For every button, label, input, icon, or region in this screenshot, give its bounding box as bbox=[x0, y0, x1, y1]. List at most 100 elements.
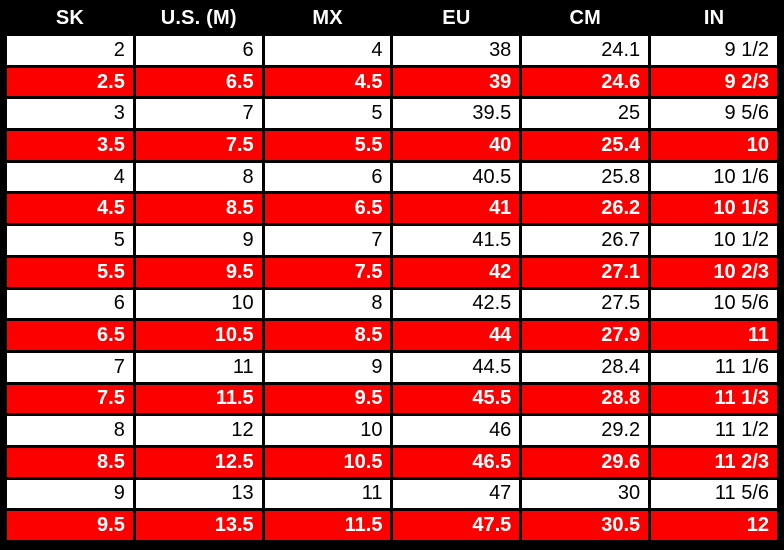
table-cell: 41.5 bbox=[390, 223, 523, 258]
table-cell: 25.8 bbox=[519, 159, 652, 195]
table-row: 7.5 11.5 9.5 45.5 28.8 11 1/3 bbox=[4, 381, 780, 417]
table-cell: 27.5 bbox=[519, 286, 652, 322]
table-row: 2 6 4 38 24.1 9 1/2 bbox=[4, 33, 780, 68]
table-cell: 47 bbox=[390, 476, 523, 512]
table-cell: 11.5 bbox=[261, 508, 394, 543]
table-cell: 9 1/2 bbox=[648, 33, 780, 68]
table-cell: 8.5 bbox=[132, 191, 265, 227]
table-cell: 5.5 bbox=[4, 254, 136, 290]
table-row: 5.5 9.5 7.5 42 27.1 10 2/3 bbox=[4, 254, 780, 290]
table-cell: 24.6 bbox=[519, 64, 652, 100]
table-cell: 9.5 bbox=[4, 508, 136, 543]
table-cell: 40.5 bbox=[390, 159, 523, 195]
table-cell: 11 bbox=[648, 318, 780, 353]
table-cell: 12.5 bbox=[132, 444, 265, 480]
table-cell: 11 bbox=[261, 476, 394, 512]
table-cell: 10 bbox=[132, 286, 265, 322]
table-row: 5 9 7 41.5 26.7 10 1/2 bbox=[4, 223, 780, 258]
table-cell: 5.5 bbox=[261, 128, 394, 163]
table-cell: 41 bbox=[390, 191, 523, 227]
table-cell: 10 1/6 bbox=[648, 159, 780, 195]
table-cell: 7.5 bbox=[132, 128, 265, 163]
table-cell: 2.5 bbox=[4, 64, 136, 100]
table-cell: 7 bbox=[261, 223, 394, 258]
table-cell: 8 bbox=[4, 413, 136, 448]
table-row: 7 11 9 44.5 28.4 11 1/6 bbox=[4, 349, 780, 385]
table-cell: 8 bbox=[261, 286, 394, 322]
table-cell: 4 bbox=[261, 33, 394, 68]
table-cell: 39 bbox=[390, 64, 523, 100]
table-cell: 11 bbox=[132, 349, 265, 385]
table-cell: 3 bbox=[4, 96, 136, 132]
table-cell: 7 bbox=[4, 349, 136, 385]
table-cell: 11 1/2 bbox=[648, 413, 780, 448]
table-cell: 9 bbox=[4, 476, 136, 512]
table-row: 4.5 8.5 6.5 41 26.2 10 1/3 bbox=[4, 191, 780, 227]
table-cell: 9 bbox=[261, 349, 394, 385]
table-header: SK U.S. (M) MX EU CM IN bbox=[4, 0, 780, 36]
table-cell: 28.4 bbox=[519, 349, 652, 385]
table-row: 8.5 12.5 10.5 46.5 29.6 11 2/3 bbox=[4, 444, 780, 480]
table-cell: 40 bbox=[390, 128, 523, 163]
table-cell: 9 5/6 bbox=[648, 96, 780, 132]
table-cell: 26.2 bbox=[519, 191, 652, 227]
table-cell: 10.5 bbox=[261, 444, 394, 480]
table-cell: 10 1/3 bbox=[648, 191, 780, 227]
table-cell: 10 bbox=[648, 128, 780, 163]
table-cell: 10 5/6 bbox=[648, 286, 780, 322]
table-cell: 4 bbox=[4, 159, 136, 195]
table-cell: 7 bbox=[132, 96, 265, 132]
table-cell: 42 bbox=[390, 254, 523, 290]
table-cell: 29.2 bbox=[519, 413, 652, 448]
table-cell: 5 bbox=[261, 96, 394, 132]
table-cell: 44 bbox=[390, 318, 523, 353]
table-cell: 8 bbox=[132, 159, 265, 195]
table-cell: 30 bbox=[519, 476, 652, 512]
table-cell: 3.5 bbox=[4, 128, 136, 163]
table-cell: 24.1 bbox=[519, 33, 652, 68]
table-cell: 8.5 bbox=[261, 318, 394, 353]
table-cell: 11.5 bbox=[132, 381, 265, 417]
table-cell: 11 1/6 bbox=[648, 349, 780, 385]
table-cell: 9 bbox=[132, 223, 265, 258]
column-header-u-s-m: U.S. (M) bbox=[132, 0, 265, 36]
table-cell: 12 bbox=[648, 508, 780, 543]
table-cell: 11 5/6 bbox=[648, 476, 780, 512]
table-row: 4 8 6 40.5 25.8 10 1/6 bbox=[4, 159, 780, 195]
header-row: SK U.S. (M) MX EU CM IN bbox=[4, 0, 780, 36]
table-cell: 27.9 bbox=[519, 318, 652, 353]
table-cell: 38 bbox=[390, 33, 523, 68]
table-cell: 10 bbox=[261, 413, 394, 448]
table-cell: 2 bbox=[4, 33, 136, 68]
table-row: 8 12 10 46 29.2 11 1/2 bbox=[4, 413, 780, 448]
table-cell: 12 bbox=[132, 413, 265, 448]
table-cell: 9 2/3 bbox=[648, 64, 780, 100]
table-cell: 7.5 bbox=[4, 381, 136, 417]
table-row: 3.5 7.5 5.5 40 25.4 10 bbox=[4, 128, 780, 163]
table-cell: 4.5 bbox=[261, 64, 394, 100]
table-cell: 25.4 bbox=[519, 128, 652, 163]
column-header-in: IN bbox=[648, 0, 780, 36]
table-cell: 29.6 bbox=[519, 444, 652, 480]
table-cell: 6.5 bbox=[261, 191, 394, 227]
table-cell: 6.5 bbox=[4, 318, 136, 353]
table-cell: 26.7 bbox=[519, 223, 652, 258]
table-cell: 10 1/2 bbox=[648, 223, 780, 258]
table-cell: 10 2/3 bbox=[648, 254, 780, 290]
table-cell: 47.5 bbox=[390, 508, 523, 543]
table-cell: 42.5 bbox=[390, 286, 523, 322]
column-header-cm: CM bbox=[519, 0, 652, 36]
table-cell: 27.1 bbox=[519, 254, 652, 290]
table-cell: 7.5 bbox=[261, 254, 394, 290]
table-row: 6 10 8 42.5 27.5 10 5/6 bbox=[4, 286, 780, 322]
table-cell: 11 1/3 bbox=[648, 381, 780, 417]
size-conversion-table: SK U.S. (M) MX EU CM IN 2 6 4 38 24.1 9 1/2 2.5 6.5 4… bbox=[4, 0, 780, 543]
table-cell: 10.5 bbox=[132, 318, 265, 353]
table-cell: 28.8 bbox=[519, 381, 652, 417]
table-cell: 5 bbox=[4, 223, 136, 258]
column-header-sk: SK bbox=[4, 0, 136, 36]
table-cell: 8.5 bbox=[4, 444, 136, 480]
table-cell: 6 bbox=[261, 159, 394, 195]
table-cell: 39.5 bbox=[390, 96, 523, 132]
